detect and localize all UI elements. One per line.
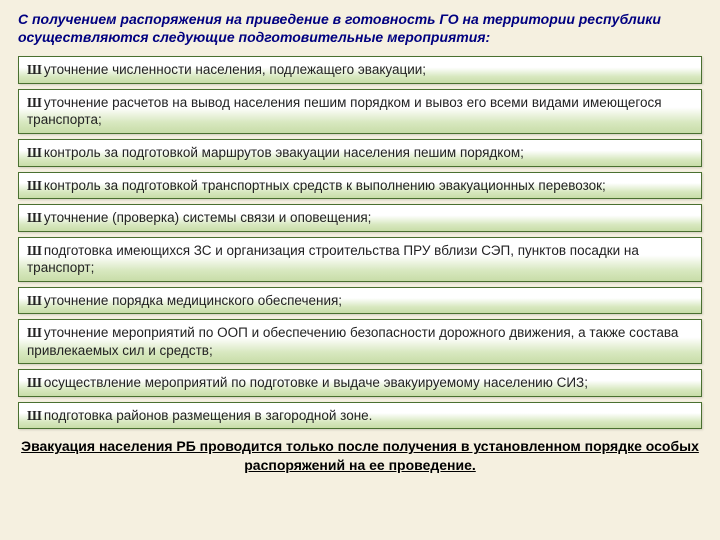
list-item: Шуточнение (проверка) системы связи и оп… xyxy=(18,204,702,232)
bullet-icon: Ш xyxy=(27,62,42,77)
item-text: уточнение мероприятий по ООП и обеспечен… xyxy=(27,325,678,358)
slide-title: С получением распоряжения на приведение … xyxy=(18,10,702,46)
item-text: осуществление мероприятий по подготовке … xyxy=(44,375,588,390)
bullet-icon: Ш xyxy=(27,293,42,308)
bullet-icon: Ш xyxy=(27,375,42,390)
list-item: Шуточнение расчетов на вывод населения п… xyxy=(18,89,702,134)
bullet-icon: Ш xyxy=(27,243,42,258)
item-text: подготовка районов размещения в загородн… xyxy=(44,408,373,423)
list-item: Шуточнение порядка медицинского обеспече… xyxy=(18,287,702,315)
item-text: уточнение расчетов на вывод населения пе… xyxy=(27,95,662,128)
item-text: контроль за подготовкой маршрутов эвакуа… xyxy=(44,145,524,160)
list-item: Шуточнение мероприятий по ООП и обеспече… xyxy=(18,319,702,364)
bullet-icon: Ш xyxy=(27,210,42,225)
bullet-icon: Ш xyxy=(27,145,42,160)
item-text: уточнение порядка медицинского обеспечен… xyxy=(44,293,342,308)
list-item: Шуточнение численности населения, подлеж… xyxy=(18,56,702,84)
list-item: Шосуществление мероприятий по подготовке… xyxy=(18,369,702,397)
list-item: Шподготовка районов размещения в загород… xyxy=(18,402,702,430)
list-item: Шподготовка имеющихся ЗС и организация с… xyxy=(18,237,702,282)
slide-footer: Эвакуация населения РБ проводится только… xyxy=(18,437,702,473)
bullet-icon: Ш xyxy=(27,95,42,110)
bullet-icon: Ш xyxy=(27,178,42,193)
item-text: контроль за подготовкой транспортных сре… xyxy=(44,178,606,193)
item-text: подготовка имеющихся ЗС и организация ст… xyxy=(27,243,639,276)
list-item: Шконтроль за подготовкой маршрутов эваку… xyxy=(18,139,702,167)
slide-container: С получением распоряжения на приведение … xyxy=(0,0,720,540)
list-item: Шконтроль за подготовкой транспортных ср… xyxy=(18,172,702,200)
bullet-icon: Ш xyxy=(27,325,42,340)
item-text: уточнение численности населения, подлежа… xyxy=(44,62,426,77)
item-text: уточнение (проверка) системы связи и опо… xyxy=(44,210,372,225)
bullet-icon: Ш xyxy=(27,408,42,423)
